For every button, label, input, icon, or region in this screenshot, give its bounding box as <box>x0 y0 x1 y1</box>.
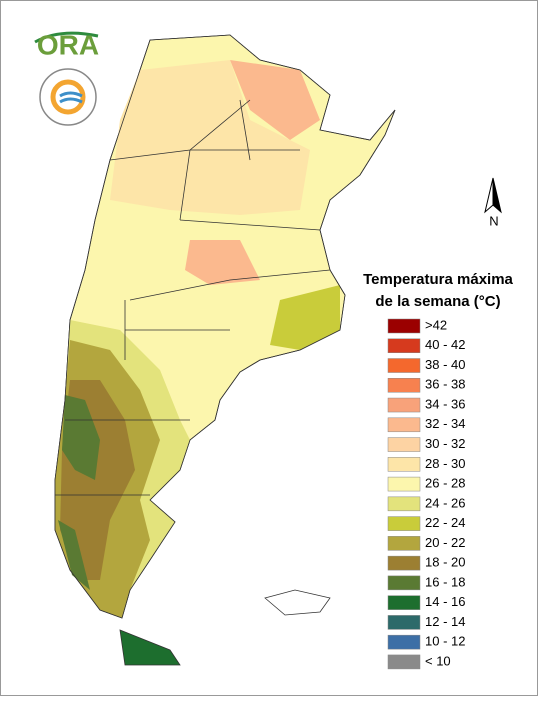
map <box>54 34 396 666</box>
logo: ORA <box>34 29 99 126</box>
legend-label: 36 - 38 <box>425 377 465 392</box>
legend-swatch <box>387 575 421 591</box>
logo-text: ORA <box>37 29 99 60</box>
legend-swatch <box>387 634 421 650</box>
legend-label: 22 - 24 <box>425 515 465 530</box>
legend-swatch <box>387 595 421 610</box>
legend-label: 38 - 40 <box>425 357 465 372</box>
legend: >42 40 - 42 38 - 40 36 - 38 34 - 36 32 - 34 30… <box>387 317 465 670</box>
legend-label: 24 - 26 <box>425 495 465 510</box>
legend-swatch <box>387 516 421 531</box>
legend-swatch <box>387 358 421 373</box>
north-label: N <box>489 213 498 228</box>
legend-label: 16 - 18 <box>425 574 465 589</box>
legend-swatch <box>387 615 421 630</box>
legend-label: 28 - 30 <box>425 456 465 471</box>
legend-label: >42 <box>425 317 447 332</box>
legend-label: 34 - 36 <box>425 396 465 411</box>
legend-swatch <box>387 417 421 433</box>
legend-label: 26 - 28 <box>425 476 465 491</box>
legend-swatch <box>387 378 421 393</box>
legend-swatch <box>387 338 421 354</box>
legend-swatch <box>387 496 421 512</box>
legend-label: 40 - 42 <box>425 337 465 352</box>
legend-label: 30 - 32 <box>425 436 465 451</box>
legend-label: < 10 <box>425 653 451 668</box>
legend-label: 12 - 14 <box>425 614 465 629</box>
legend-swatch <box>387 437 421 452</box>
legend-label: 18 - 20 <box>425 555 465 570</box>
legend-swatch <box>387 654 421 670</box>
legend-swatch <box>387 555 421 571</box>
legend-swatch <box>387 536 421 551</box>
legend-label: 32 - 34 <box>425 416 465 431</box>
legend-title: de la semana (°C) <box>375 293 500 310</box>
legend-swatch <box>387 457 421 472</box>
legend-swatch <box>387 318 421 334</box>
north-arrow: N <box>484 177 502 228</box>
legend-label: 10 - 12 <box>425 634 465 649</box>
legend-label: 14 - 16 <box>425 594 465 609</box>
legend-label: 20 - 22 <box>425 535 465 550</box>
legend-title: Temperatura máxima <box>363 271 513 288</box>
legend-swatch <box>387 397 421 413</box>
legend-swatch <box>387 476 421 492</box>
